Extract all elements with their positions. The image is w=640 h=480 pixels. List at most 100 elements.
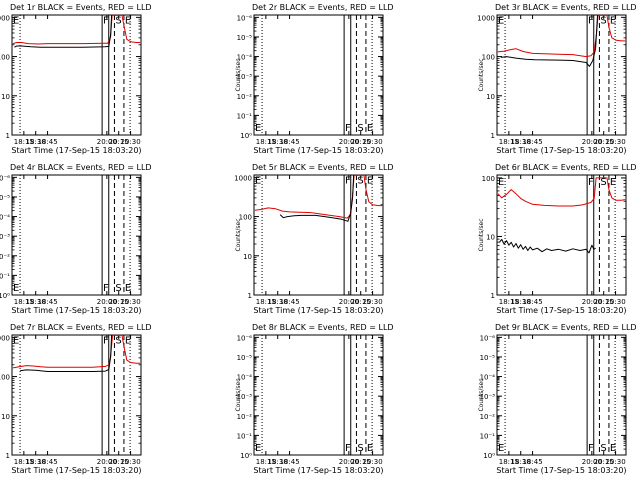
panel-8: Det 8r BLACK = Events, RED = LLD 18:1518:…	[235, 323, 394, 475]
x-tick-label: 18:15	[14, 138, 34, 146]
y-tick-label: 10⁻³	[480, 393, 496, 401]
panel-title: Det 2r BLACK = Events, RED = LLD	[252, 3, 394, 12]
x-tick-label: 18:45	[522, 138, 542, 146]
y-tick-label: 10⁻⁶	[237, 14, 253, 22]
y-tick-label: 100	[0, 54, 10, 62]
x-tick-label: 20:00	[582, 458, 602, 466]
y-tick-label: 1000	[0, 14, 10, 22]
x-tick-label: 18:15	[14, 458, 34, 466]
lld-series-line	[12, 334, 141, 369]
y-tick-label: 10⁰	[0, 292, 10, 300]
x-tick-label: 20:30	[120, 138, 140, 146]
x-tick-label: 20:30	[120, 298, 140, 306]
y-tick-label: 1	[6, 452, 10, 460]
y-tick-label: 10⁰	[240, 452, 252, 460]
interval-marker-e: E	[498, 443, 504, 454]
panel-title: Det 6r BLACK = Events, RED = LLD	[495, 163, 637, 172]
y-tick-label: 10	[243, 253, 252, 261]
plot-frame	[253, 174, 384, 296]
interval-marker-s: S	[357, 123, 363, 134]
y-tick-label: 100	[0, 374, 10, 382]
x-tick-label: 20:15	[351, 138, 371, 146]
x-tick-label: 18:15	[499, 458, 519, 466]
x-tick-label: 18:15	[499, 298, 519, 306]
y-tick-label: 10⁻¹	[0, 272, 10, 280]
y-tick-label: 10⁻²	[237, 413, 253, 421]
y-axis-label: Counts/sec	[478, 218, 485, 251]
x-tick-label: 18:30	[268, 138, 288, 146]
x-tick-label: 18:15	[499, 138, 519, 146]
y-tick-label: 1000	[234, 174, 252, 182]
panel-title: Det 8r BLACK = Events, RED = LLD	[252, 323, 394, 332]
x-axis-label: Start Time (17-Sep-15 18:03:20)	[253, 146, 383, 155]
x-tick-label: 18:30	[26, 458, 46, 466]
x-tick-label: 18:30	[511, 138, 531, 146]
y-tick-label: 10⁻³	[237, 73, 253, 81]
y-tick-label: 10⁻²	[480, 413, 496, 421]
interval-marker-e: E	[125, 335, 131, 346]
y-tick-label: 10	[1, 93, 10, 101]
interval-marker-f: F	[103, 15, 109, 26]
plot-frame	[496, 14, 627, 136]
x-tick-label: 20:30	[605, 298, 625, 306]
x-tick-label: 18:30	[511, 458, 531, 466]
x-tick-label: 18:30	[26, 298, 46, 306]
interval-marker-e: E	[13, 283, 19, 294]
events-series-line	[500, 15, 598, 67]
interval-marker-s: S	[357, 443, 363, 454]
x-tick-label: 20:00	[582, 298, 602, 306]
y-tick-label: 10⁻⁶	[480, 334, 496, 342]
x-tick-label: 20:15	[109, 138, 129, 146]
x-tick-label: 18:45	[37, 298, 57, 306]
x-tick-label: 20:30	[605, 138, 625, 146]
panel-2: Det 2r BLACK = Events, RED = LLD 18:1518:…	[235, 3, 394, 155]
y-tick-label: 10⁻²	[237, 93, 253, 101]
interval-marker-f: F	[588, 177, 594, 188]
interval-marker-e: E	[125, 15, 131, 26]
y-tick-label: 10⁻¹	[480, 432, 496, 440]
x-tick-label: 20:00	[97, 298, 117, 306]
interval-marker-f: F	[103, 335, 109, 346]
x-tick-label: 20:15	[594, 298, 614, 306]
x-tick-label: 18:30	[268, 298, 288, 306]
x-tick-label: 20:00	[339, 298, 359, 306]
y-tick-label: 10	[486, 93, 495, 101]
plot-frame	[253, 334, 384, 456]
y-axis-label: Counts/sec	[235, 218, 242, 251]
y-tick-label: 1	[6, 132, 10, 140]
panel-title: Det 5r BLACK = Events, RED = LLD	[252, 163, 394, 172]
plot-frame	[253, 14, 384, 136]
x-tick-label: 18:45	[522, 458, 542, 466]
x-tick-label: 18:45	[279, 298, 299, 306]
panel-4: Det 4r BLACK = Events, RED = LLD 18:1518:…	[0, 163, 152, 315]
x-tick-label: 20:15	[594, 138, 614, 146]
events-series-line	[279, 175, 355, 222]
x-tick-label: 20:30	[362, 298, 382, 306]
panel-title: Det 4r BLACK = Events, RED = LLD	[10, 163, 152, 172]
panel-3: Det 3r BLACK = Events, RED = LLD 18:1518:…	[477, 3, 636, 155]
x-tick-label: 20:15	[109, 458, 129, 466]
x-tick-label: 20:15	[594, 458, 614, 466]
plot-frame	[11, 14, 142, 136]
x-tick-label: 18:30	[511, 298, 531, 306]
x-tick-label: 20:15	[109, 298, 129, 306]
events-series-line	[20, 335, 113, 372]
lld-series-line	[254, 174, 383, 219]
interval-marker-s: S	[115, 15, 121, 26]
interval-marker-e: E	[255, 175, 261, 186]
panel-9: Det 9r BLACK = Events, RED = LLD 18:1518:…	[478, 323, 637, 475]
y-tick-label: 100	[482, 54, 495, 62]
x-tick-label: 20:00	[339, 458, 359, 466]
x-tick-label: 20:15	[351, 298, 371, 306]
plot-frame	[496, 334, 627, 456]
y-tick-label: 10⁻⁴	[237, 374, 253, 382]
interval-marker-e: E	[125, 283, 131, 294]
interval-marker-e: E	[13, 335, 19, 346]
x-tick-label: 20:30	[120, 458, 140, 466]
x-tick-label: 18:45	[37, 458, 57, 466]
plot-frame	[11, 174, 142, 296]
x-tick-label: 20:00	[582, 138, 602, 146]
y-tick-label: 10⁻⁴	[237, 54, 253, 62]
x-tick-label: 20:30	[362, 138, 382, 146]
y-tick-label: 10	[486, 233, 495, 241]
